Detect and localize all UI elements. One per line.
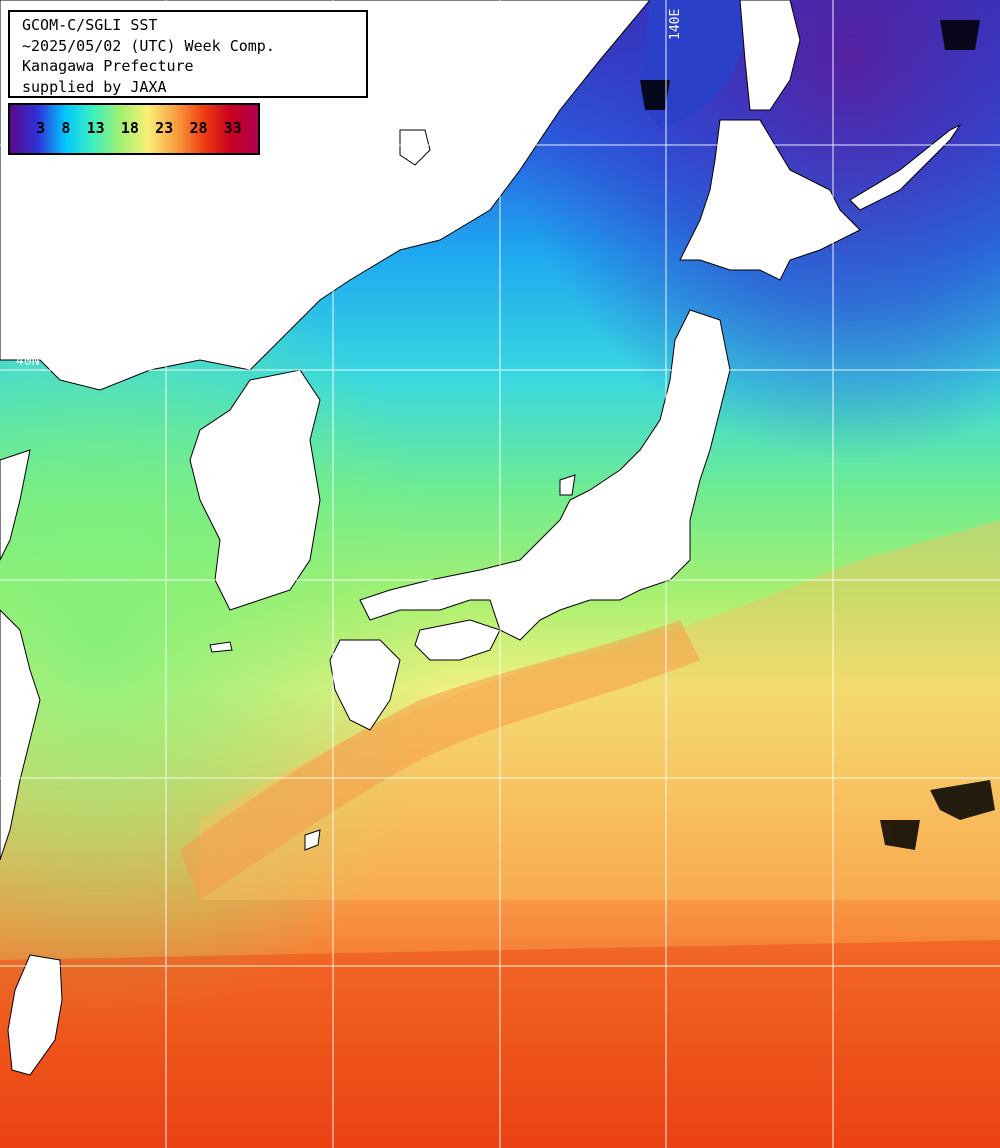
color-scale-legend: 3 8 13 18 23 28 33 <box>8 103 260 155</box>
longitude-label: 140E <box>668 8 683 40</box>
legend-tick-label: 18 <box>120 119 139 137</box>
date-composite: ~2025/05/02 (UTC) Week Comp. <box>22 36 275 55</box>
legend-tick-label: 8 <box>61 119 71 137</box>
sakhalin <box>739 0 801 111</box>
legend-tick-label: 28 <box>189 119 208 137</box>
warm-tongue <box>200 520 1000 900</box>
legend-tick-label: 3 <box>36 119 46 137</box>
legend-ticks: 3 8 13 18 23 28 33 <box>10 119 258 139</box>
latitude-label: 40N <box>16 354 40 369</box>
taiwan <box>7 954 63 1076</box>
kuroshio-band <box>180 620 700 900</box>
legend-tick-label: 13 <box>86 119 105 137</box>
legend-tick-label: 33 <box>223 119 242 137</box>
kyushu <box>329 639 401 731</box>
no-data-patches <box>640 20 995 850</box>
sado-island <box>559 474 576 496</box>
china-east-coast <box>0 449 31 561</box>
shikoku <box>414 619 501 661</box>
cloud-patch <box>880 820 920 850</box>
honshu <box>359 309 731 641</box>
legend-tick-label: 23 <box>155 119 174 137</box>
china-south-coast <box>0 609 41 861</box>
cloud-patch <box>930 780 995 820</box>
supplier: supplied by JAXA <box>22 77 167 96</box>
korean-peninsula <box>189 369 321 611</box>
okinawa <box>304 829 321 851</box>
kuril-arc <box>849 123 962 211</box>
region-name: Kanagawa Prefecture <box>22 57 194 75</box>
cloud-patch <box>640 80 670 110</box>
product-title: GCOM-C/SGLI SST <box>22 16 158 34</box>
far-east-island <box>399 129 431 166</box>
northern-coast <box>640 0 760 130</box>
cloud-patch <box>940 20 980 50</box>
hokkaido <box>679 119 861 281</box>
jeju <box>209 641 233 653</box>
info-box: GCOM-C/SGLI SST ~2025/05/02 (UTC) Week C… <box>8 10 368 98</box>
